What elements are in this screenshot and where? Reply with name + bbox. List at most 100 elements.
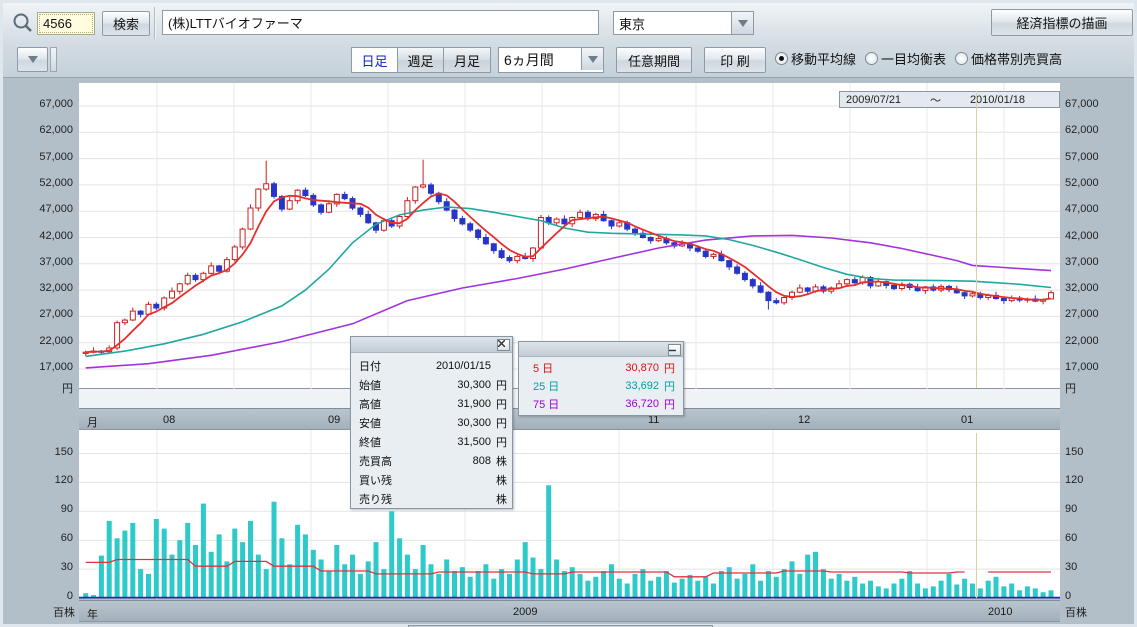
month-tick: 01 [961, 414, 974, 426]
axis-tick-label: 0 [66, 590, 73, 602]
date-range-tilde: ～ [930, 94, 941, 107]
tt-label: 終値 [359, 436, 381, 449]
volume-chart-canvas [79, 430, 1060, 599]
axis-tick-label: 62,000 [39, 124, 73, 137]
exchange-dropdown-button[interactable] [731, 12, 753, 34]
custom-period-button[interactable]: 任意期間 [616, 47, 692, 73]
volume-unit-right: 百株 [1065, 607, 1087, 619]
price-chart-canvas [79, 83, 1060, 389]
tt-unit: 株 [496, 474, 507, 487]
axis-tick-label: 17,000 [39, 361, 73, 373]
axis-tick-label: 17,000 [1065, 361, 1099, 373]
minimize-icon[interactable] [668, 344, 681, 356]
lg-label: 75 日 [533, 399, 560, 411]
month-axis-label: 月 [87, 417, 98, 429]
axis-tick-label: 90 [60, 503, 73, 516]
tab-daily[interactable]: 日足 [352, 48, 398, 72]
toolbar-handle [50, 47, 57, 72]
axis-tick-label: 150 [1065, 445, 1084, 458]
axis-tick-label: 22,000 [39, 334, 73, 347]
chart-menu-dropdown-button[interactable] [17, 47, 48, 72]
axis-tick-label: 32,000 [39, 282, 73, 295]
date-range-box: 2009/07/21 ～ 2010/01/18 [839, 91, 1060, 108]
data-window[interactable]: 日付 2010/01/15 始値 30,300 円高値 31,900 円安値 30,300 円終… [350, 336, 513, 509]
axis-tick-label: 62,000 [1065, 124, 1099, 137]
radio-label: 価格帯別売買高 [971, 52, 1063, 67]
lg-unit: 円 [664, 399, 675, 411]
radio-volume-by-price[interactable]: 価格帯別売買高 [955, 49, 1062, 68]
print-button[interactable]: 印 刷 [704, 47, 766, 73]
ma-legend-rows: 5 日 30,870 円 25 日 33,692 円 75 日 36,720 円 [519, 357, 683, 413]
overlay-radio-group: 移動平均線 一目均衡表 価格帯別売買高 [775, 49, 1062, 68]
tt-label: 日付 [359, 360, 381, 373]
radio-label: 一目均衡表 [881, 52, 947, 67]
tt-unit: 円 [496, 436, 507, 449]
lg-label: 25 日 [533, 381, 560, 393]
draw-economic-indicators-button[interactable]: 経済指標の描画 [991, 9, 1133, 36]
axis-tick-label: 0 [1065, 590, 1072, 602]
exchange-select[interactable]: 東京 [613, 11, 754, 35]
data-window-titlebar[interactable] [351, 337, 512, 353]
tt-unit: 円 [496, 417, 507, 430]
year-axis-label: 年 [87, 609, 98, 621]
search-button[interactable]: 検索 [102, 11, 150, 36]
ma-legend-window[interactable]: 5 日 30,870 円 25 日 33,692 円 75 日 36,720 円 [518, 341, 684, 416]
axis-tick-label: 67,000 [39, 98, 73, 110]
axis-tick-label: 52,000 [1065, 176, 1099, 189]
radio-label: 移動平均線 [791, 52, 857, 67]
axis-tick-label: 47,000 [1065, 203, 1099, 216]
tt-unit: 株 [496, 493, 507, 506]
chevron-down-icon [27, 56, 38, 63]
tt-val: 808 [472, 454, 491, 467]
tt-label: 高値 [359, 398, 381, 411]
axis-tick-label: 22,000 [1065, 334, 1099, 347]
chevron-down-icon [587, 55, 598, 63]
exchange-value: 東京 [619, 17, 646, 32]
axis-tick-label: 42,000 [39, 229, 73, 242]
tt-unit: 株 [496, 455, 507, 468]
stock-code-input[interactable] [37, 12, 95, 35]
tab-monthly[interactable]: 月足 [444, 48, 490, 72]
crosshair-line-price [976, 91, 977, 388]
radio-ichimoku[interactable]: 一目均衡表 [865, 49, 946, 68]
radio-icon [865, 52, 879, 65]
ma-legend-row: 5 日 30,870 円 [519, 359, 683, 377]
tt-label: 買い残 [359, 474, 392, 487]
period-tabs: 日足 週足 月足 [351, 47, 491, 73]
lg-val: 30,870 [625, 362, 659, 374]
date-range-end: 2010/01/18 [969, 93, 1025, 106]
data-window-row: 安値 30,300 円 [351, 413, 512, 432]
lg-val: 33,692 [625, 380, 659, 392]
stock-name-input[interactable] [162, 10, 599, 35]
data-window-rows: 日付 2010/01/15 始値 30,300 円高値 31,900 円安値 30,300 円終… [351, 353, 512, 508]
axis-tick-label: 60 [60, 532, 73, 545]
axis-tick-label: 52,000 [39, 176, 73, 189]
ma-legend-titlebar[interactable] [519, 342, 683, 357]
month-tick: 12 [798, 414, 811, 426]
chevron-down-icon [737, 19, 748, 27]
radio-moving-average[interactable]: 移動平均線 [775, 49, 856, 68]
axis-tick-label: 42,000 [1065, 229, 1099, 242]
axis-tick-label: 150 [54, 445, 73, 458]
tt-label: 売買高 [359, 455, 392, 468]
range-dropdown-button[interactable] [581, 48, 603, 70]
toolbar-separator [154, 7, 156, 39]
axis-tick-label: 37,000 [39, 255, 73, 268]
tt-val: 31,900 [457, 397, 491, 410]
year-tick: 2009 [513, 606, 538, 618]
crosshair-line-volume [976, 433, 977, 598]
ma-legend-row: 25 日 33,692 円 [519, 377, 683, 395]
month-tick: 08 [163, 414, 176, 426]
tab-weekly[interactable]: 週足 [398, 48, 444, 72]
lg-unit: 円 [664, 381, 675, 393]
close-icon[interactable] [497, 339, 510, 351]
tt-label: 売り残 [359, 493, 392, 506]
axis-tick-label: 30 [1065, 561, 1078, 574]
tt-val: 31,500 [457, 435, 491, 448]
range-select[interactable]: 6ヵ月間 [498, 47, 604, 73]
price-chart-plot[interactable] [79, 83, 1060, 389]
ma-legend-row: 75 日 36,720 円 [519, 395, 683, 413]
tt-label: 安値 [359, 417, 381, 430]
axis-tick-label: 32,000 [1065, 282, 1099, 295]
volume-chart-plot[interactable] [79, 430, 1060, 599]
